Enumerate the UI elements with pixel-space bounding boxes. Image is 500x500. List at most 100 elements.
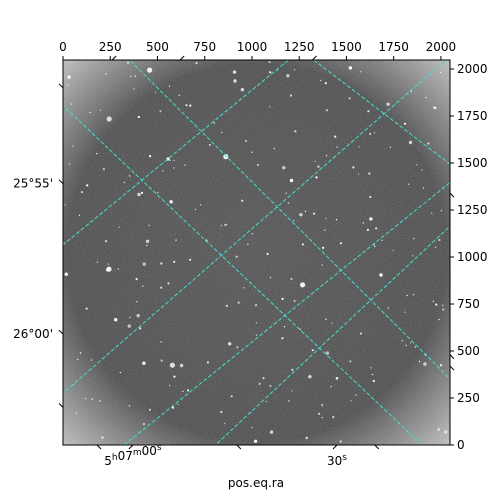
dec-tick-mark xyxy=(449,365,455,371)
right-tick-label: 2000 xyxy=(457,62,488,76)
star xyxy=(119,371,122,374)
star xyxy=(404,311,406,313)
star xyxy=(373,132,376,134)
star xyxy=(258,382,261,385)
dec-tick-label: 25°55' xyxy=(13,177,53,191)
ra-tick-label: 5h07m00s xyxy=(104,443,162,468)
star xyxy=(269,71,272,74)
right-tick-label: 500 xyxy=(457,344,480,358)
star xyxy=(251,233,253,235)
star xyxy=(171,406,175,409)
star xyxy=(187,389,190,392)
star xyxy=(149,155,152,158)
star xyxy=(304,210,307,213)
star xyxy=(64,204,67,206)
star xyxy=(199,204,202,206)
star xyxy=(160,262,163,265)
star xyxy=(175,239,177,241)
star xyxy=(91,398,93,400)
star xyxy=(439,364,443,367)
star xyxy=(325,351,330,355)
star xyxy=(253,439,258,443)
star xyxy=(106,116,112,122)
star xyxy=(435,303,438,306)
star xyxy=(325,155,328,157)
star xyxy=(431,212,433,214)
ra-tick-mark xyxy=(374,444,380,450)
star xyxy=(78,214,81,216)
star xyxy=(386,102,390,106)
star xyxy=(142,361,146,365)
star xyxy=(369,132,372,136)
star xyxy=(185,104,188,107)
star xyxy=(375,227,378,230)
star xyxy=(208,143,212,146)
star xyxy=(368,172,371,175)
star xyxy=(142,422,146,426)
star xyxy=(291,390,293,392)
star xyxy=(148,224,150,227)
star xyxy=(129,316,131,319)
right-pixel-axis: 0 250 500 750 1000 1250 1500 1750 2000 xyxy=(450,62,488,452)
star xyxy=(142,262,146,266)
star xyxy=(221,131,223,134)
star xyxy=(281,297,284,300)
star xyxy=(133,88,135,90)
star xyxy=(268,61,271,64)
grid-line xyxy=(214,225,450,445)
star xyxy=(70,103,73,105)
star xyxy=(236,346,239,349)
star xyxy=(440,210,443,212)
star xyxy=(273,147,275,150)
star xyxy=(315,176,318,179)
star xyxy=(407,183,410,185)
star xyxy=(160,286,163,289)
star xyxy=(232,70,237,74)
star xyxy=(241,199,244,202)
star xyxy=(289,178,294,183)
star xyxy=(439,71,442,74)
star xyxy=(300,282,306,288)
star xyxy=(99,400,101,402)
right-tick-label: 1750 xyxy=(457,109,488,123)
star xyxy=(314,160,316,162)
star xyxy=(233,79,237,83)
image-border xyxy=(62,59,451,446)
star xyxy=(168,85,171,87)
star xyxy=(145,239,150,243)
star xyxy=(266,252,269,256)
star xyxy=(321,416,323,419)
star xyxy=(206,361,209,364)
star xyxy=(67,84,69,86)
star xyxy=(305,436,308,439)
star xyxy=(405,344,407,347)
star xyxy=(339,440,342,443)
star xyxy=(254,304,258,307)
star xyxy=(195,62,198,65)
star xyxy=(162,170,164,172)
star xyxy=(350,400,352,402)
star xyxy=(292,220,295,222)
dec-tick-mark xyxy=(58,83,64,89)
star xyxy=(256,163,260,167)
star xyxy=(269,276,272,279)
star xyxy=(418,360,421,363)
star-field xyxy=(63,61,448,443)
star xyxy=(160,359,163,362)
star xyxy=(288,400,290,402)
star xyxy=(422,187,425,189)
ra-tick-mark xyxy=(111,55,117,61)
star xyxy=(283,326,286,328)
right-tick-label: 1000 xyxy=(457,250,488,264)
star xyxy=(128,405,131,407)
star xyxy=(372,379,375,383)
star xyxy=(348,66,353,70)
star xyxy=(189,104,192,107)
star xyxy=(169,159,171,162)
star xyxy=(182,390,184,393)
star xyxy=(294,130,297,133)
star xyxy=(177,403,179,406)
star xyxy=(437,428,440,431)
star xyxy=(408,140,413,145)
star xyxy=(381,239,383,241)
